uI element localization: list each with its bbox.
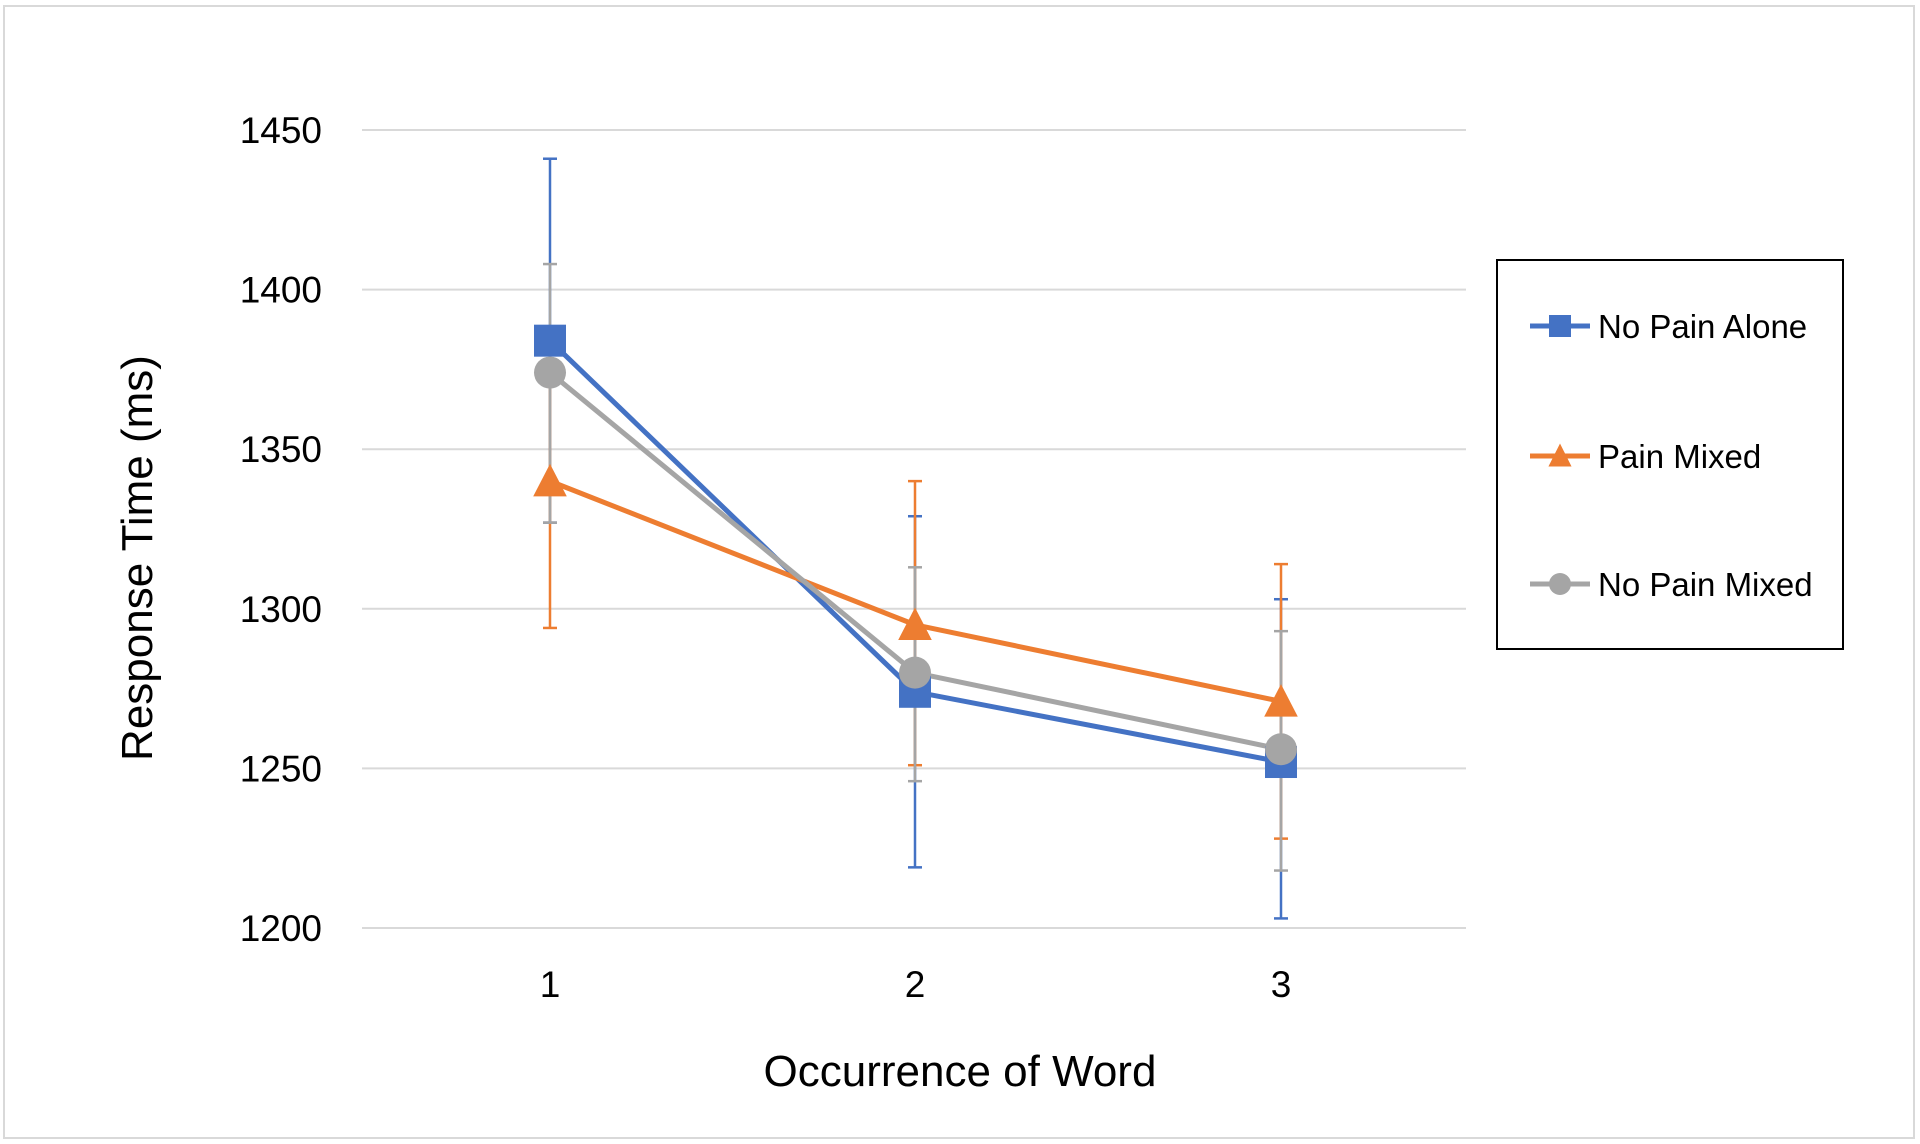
y-tick-label: 1300 (240, 589, 322, 630)
x-axis-title: Occurrence of Word (764, 1047, 1157, 1096)
data-point-pain-mixed (1264, 684, 1298, 717)
x-tick-label: 3 (1271, 964, 1292, 1005)
x-tick-labels: 1 2 3 (540, 964, 1292, 1005)
legend-swatch-marker (1549, 315, 1571, 337)
y-tick-label: 1250 (240, 748, 322, 789)
x-tick-label: 2 (905, 964, 926, 1005)
y-tick-labels: 1200 1250 1300 1350 1400 1450 (240, 110, 322, 949)
data-point-pain-mixed (898, 607, 932, 640)
legend-items: No Pain Alone Pain Mixed No Pain Mixed (1530, 308, 1813, 603)
data-point-no-pain-mixed (899, 656, 931, 689)
data-point-no-pain-mixed (534, 356, 566, 389)
data-point-pain-mixed (533, 463, 567, 497)
y-axis-title: Response Time (ms) (113, 355, 162, 761)
legend-item-pain-mixed: Pain Mixed (1530, 438, 1761, 475)
legend-item-no-pain-mixed: No Pain Mixed (1530, 566, 1813, 603)
legend-label: Pain Mixed (1598, 438, 1761, 475)
legend-label: No Pain Mixed (1598, 566, 1813, 603)
x-tick-label: 1 (540, 964, 561, 1005)
y-tick-label: 1400 (240, 270, 322, 311)
legend: No Pain Alone Pain Mixed No Pain Mixed (1496, 259, 1844, 650)
y-tick-label: 1350 (240, 429, 322, 470)
series-markers (533, 324, 1298, 779)
legend-swatch-marker (1549, 573, 1571, 595)
y-tick-label: 1200 (240, 908, 322, 949)
legend-swatch-marker (1548, 443, 1572, 467)
legend-label: No Pain Alone (1598, 308, 1807, 345)
data-point-no-pain-alone (534, 324, 566, 357)
legend-item-no-pain-alone: No Pain Alone (1530, 308, 1807, 345)
data-point-no-pain-mixed (1265, 733, 1297, 766)
y-tick-label: 1450 (240, 110, 322, 151)
